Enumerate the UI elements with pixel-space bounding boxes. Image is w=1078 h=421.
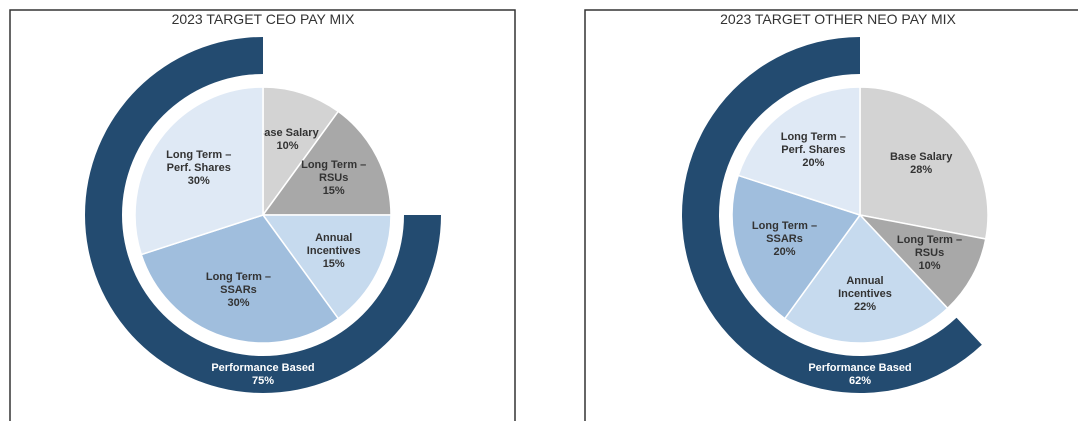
pie-slice [261, 110, 392, 216]
outer-label-text: 62% [848, 374, 872, 387]
pie-slice [134, 86, 264, 256]
slice-label-text: Annual Incentives [838, 274, 892, 300]
slice-label-text: Long Term – SSARs [751, 220, 818, 246]
slice-label-text: 22% [853, 300, 876, 313]
pie-slice [783, 213, 949, 344]
slice-label-text: 15% [322, 185, 345, 198]
slice-label-text: Long Term – Perf. Shares [780, 131, 846, 157]
slice-label-text: Base Salary [256, 126, 319, 139]
pie-slice [859, 86, 989, 240]
label-box: Long Term – Perf. Shares 30% [153, 144, 245, 192]
pie-slice [262, 86, 340, 218]
slice-label-text: 10% [918, 259, 941, 272]
label-box: Base Salary 28% [875, 140, 967, 188]
slice-label-text: Annual Incentives [306, 231, 361, 257]
label-box: Performance Based 62% [780, 351, 940, 399]
slice-label-text: 20% [773, 246, 796, 259]
pie-slice [731, 174, 862, 320]
pie-slice [737, 86, 861, 217]
label-box: Annual Incentives 15% [288, 227, 380, 275]
slice-label-text: 20% [802, 157, 825, 170]
slice-label-text: 15% [322, 257, 345, 270]
chart-title: 2023 TARGET CEO PAY MIX [172, 11, 356, 27]
slice-label-text: Long Term – RSUs [896, 233, 963, 259]
outer-label-text: Performance Based [211, 361, 315, 374]
pie-slice [140, 214, 340, 344]
slice-label-text: Long Term – SSARs [205, 270, 272, 296]
chart-title: 2023 TARGET OTHER NEO PAY MIX [720, 11, 956, 27]
slice-label-text: 10% [276, 139, 299, 152]
slice-label-text: 30% [227, 296, 250, 309]
slice-label-text: Base Salary [889, 151, 953, 164]
label-box: Long Term – Perf. Shares 20% [767, 127, 859, 175]
label-box: Long Term – SSARs 30% [192, 266, 284, 314]
slice-label-text: Long Term – RSUs [301, 159, 367, 185]
pie-slice [857, 213, 987, 310]
pie-slice [261, 214, 392, 320]
panel-border [584, 9, 1078, 421]
label-box: Annual Incentives 22% [819, 270, 911, 318]
slice-label-text: 28% [910, 164, 933, 177]
slice-label-text: Long Term – Perf. Shares [166, 148, 232, 174]
panel-border [9, 9, 516, 421]
slice-label-text: 30% [187, 174, 210, 187]
label-box: Long Term – RSUs 15% [288, 155, 380, 203]
outer-arc [682, 37, 982, 393]
label-box: Performance Based 75% [183, 351, 343, 399]
label-box: Base Salary 10% [242, 116, 334, 164]
outer-label-text: Performance Based [808, 361, 912, 374]
label-box: Long Term – RSUs 10% [884, 229, 976, 277]
outer-label-text: 75% [251, 374, 275, 387]
label-box: Long Term – SSARs 20% [739, 216, 831, 264]
